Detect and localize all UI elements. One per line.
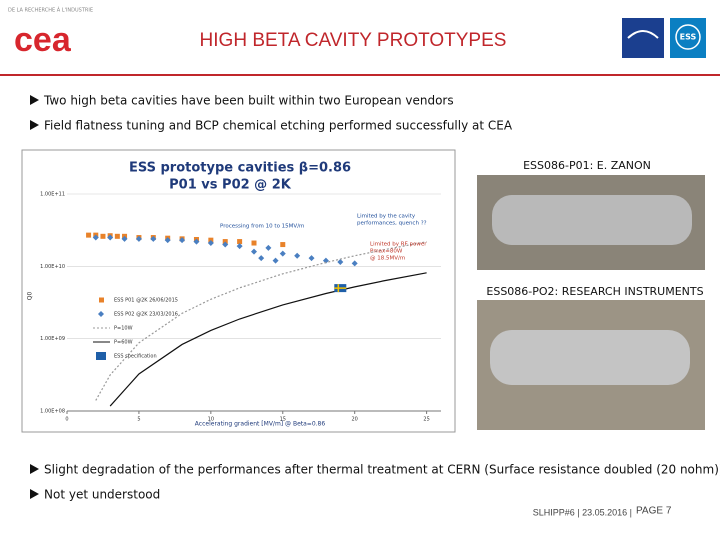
x-tick-label: 20 xyxy=(352,417,358,423)
legend-label: ESS P01 @2K 26/06/2015 xyxy=(114,298,178,304)
point xyxy=(100,233,106,239)
curve xyxy=(95,241,427,401)
point xyxy=(207,240,214,247)
annotation: Limited by the cavity xyxy=(357,214,416,220)
point xyxy=(222,241,229,248)
header-rule xyxy=(0,74,720,76)
y-tick-label: 1.00E+09 xyxy=(40,336,65,342)
point xyxy=(272,257,279,264)
page-number: PAGE 7 xyxy=(636,506,672,517)
flag-cross xyxy=(334,284,347,293)
annotation: Limited by RF power xyxy=(370,242,427,248)
title: HIGH BETA CAVITY PROTOTYPES xyxy=(200,30,507,51)
x-tick-label: 5 xyxy=(137,417,140,423)
legend-label: ESS P02 @2K 23/03/2016 xyxy=(114,312,178,318)
point xyxy=(236,243,243,250)
annotation: Processing from 10 to 15MV/m xyxy=(220,224,304,230)
point xyxy=(280,242,286,248)
curve xyxy=(109,272,427,407)
legend-swatch xyxy=(98,311,104,317)
point xyxy=(237,239,243,245)
y-tick-label: 1.00E+10 xyxy=(40,264,65,270)
chart-frame xyxy=(21,149,456,433)
bullet-arrow xyxy=(30,95,39,105)
x-tick-label: 0 xyxy=(65,417,68,423)
tagline: DE LA RECHERCHE À L'INDUSTRIE xyxy=(8,7,93,14)
x-tick-label: 10 xyxy=(208,417,214,423)
point xyxy=(251,248,257,255)
legend-swatch xyxy=(99,297,104,303)
x-axis-label: Accelerating gradient [MV/m] @ Beta=0.86 xyxy=(195,421,326,428)
annotation: performances, quench ?? xyxy=(357,221,427,227)
point xyxy=(179,237,186,244)
chart-subtitle: P01 vs P02 @ 2K xyxy=(169,178,292,193)
point xyxy=(337,258,344,265)
point xyxy=(308,255,315,262)
cavity-photo xyxy=(492,195,692,245)
point xyxy=(164,237,171,244)
x-tick-label: 15 xyxy=(280,417,286,423)
bullet-arrow xyxy=(30,120,39,130)
legend-label: P=10W xyxy=(114,326,133,332)
point xyxy=(107,234,114,241)
point xyxy=(251,240,257,246)
point xyxy=(92,234,99,241)
point xyxy=(193,238,200,245)
bullet: Field flatness tuning and BCP chemical e… xyxy=(44,119,513,133)
logo: cea xyxy=(14,21,72,59)
point xyxy=(121,235,128,242)
point xyxy=(351,260,358,267)
annotation: @ 18.5MV/m xyxy=(370,256,405,262)
chart-title: ESS prototype cavities β=0.86 xyxy=(129,161,351,176)
bullet-arrow xyxy=(30,489,39,499)
y-tick-label: 1.00E+11 xyxy=(40,192,65,198)
point xyxy=(114,233,120,239)
legend-label: P=60W xyxy=(114,340,133,346)
point xyxy=(258,255,265,262)
point xyxy=(135,235,142,242)
point xyxy=(279,250,286,257)
ess-logo-text: ESS xyxy=(680,33,697,42)
legend-swatch xyxy=(96,352,106,360)
logo-swoosh xyxy=(627,30,659,39)
point xyxy=(265,244,272,251)
bullet: Not yet understood xyxy=(44,488,160,502)
footer: SLHIPP#6 | 23.05.2016 | xyxy=(533,507,632,517)
legend-label: ESS specification xyxy=(114,354,157,360)
point xyxy=(86,232,92,238)
annotation: Pmax=80W xyxy=(370,249,403,255)
photo-caption: ESS086-P01: E. ZANON xyxy=(523,159,651,172)
ess-logo-ring xyxy=(675,24,701,50)
point xyxy=(150,235,157,242)
x-tick-label: 25 xyxy=(423,417,429,423)
bullet-arrow xyxy=(30,464,39,474)
cavity-photo xyxy=(490,330,690,385)
bullet: Two high beta cavities have been built w… xyxy=(43,94,454,108)
y-axis-label: Q0 xyxy=(27,292,34,301)
point xyxy=(294,252,301,259)
bullet: Slight degradation of the performances a… xyxy=(44,463,720,477)
photo-caption: ESS086-PO2: RESEARCH INSTRUMENTS xyxy=(486,285,703,298)
y-tick-label: 1.00E+08 xyxy=(40,409,65,415)
point xyxy=(322,257,329,264)
